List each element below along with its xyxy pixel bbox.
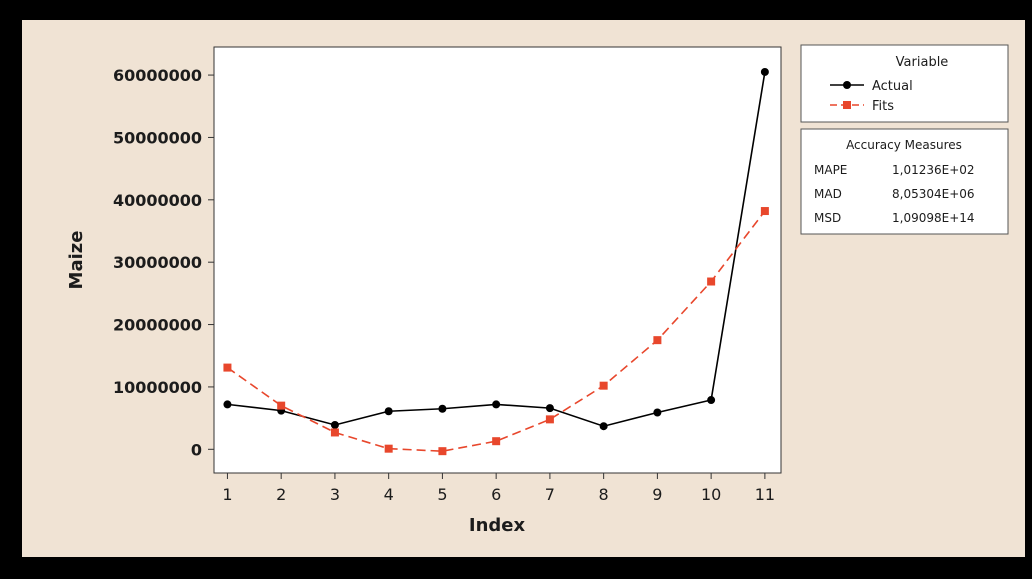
series-fits-point xyxy=(545,415,554,424)
accuracy-title: Accuracy Measures xyxy=(846,138,962,152)
y-tick-label: 20000000 xyxy=(113,316,202,335)
plot-layer xyxy=(213,46,782,474)
chart-svg: 0 10000000 20000000 30000000 40000000 5000000… xyxy=(66,44,1009,536)
accuracy-value-mape: 1,01236E+02 xyxy=(892,163,975,177)
x-tick-label: 7 xyxy=(545,485,555,504)
x-tick-label: 1 xyxy=(222,485,232,504)
accuracy-label-mad: MAD xyxy=(814,187,842,201)
series-fits-point xyxy=(760,207,769,216)
series-actual-point xyxy=(653,408,662,417)
y-axis: 0 10000000 20000000 30000000 40000000 5000000… xyxy=(113,66,214,459)
x-axis-label: Index xyxy=(469,515,526,536)
accuracy-value-msd: 1,09098E+14 xyxy=(892,211,975,225)
x-tick-label: 8 xyxy=(599,485,609,504)
x-tick-label: 11 xyxy=(755,485,775,504)
series-layer xyxy=(223,67,769,456)
y-tick-label: 50000000 xyxy=(113,128,202,147)
series-actual-point xyxy=(384,407,393,416)
y-tick-label: 40000000 xyxy=(113,191,202,210)
series-actual-point xyxy=(492,400,501,409)
x-tick-label: 3 xyxy=(330,485,340,504)
series-actual-point xyxy=(599,422,608,431)
y-tick-label: 10000000 xyxy=(113,378,202,397)
x-tick-label: 2 xyxy=(276,485,286,504)
series-actual-point xyxy=(760,67,769,76)
legend-box xyxy=(800,44,1009,123)
series-fits-point xyxy=(384,444,393,453)
y-axis-label: Maize xyxy=(66,231,87,290)
y-tick-label: 0 xyxy=(191,440,202,459)
series-fits-point xyxy=(492,437,501,446)
series-fits-point xyxy=(707,277,716,286)
series-fits-line xyxy=(226,210,766,452)
legend-actual-marker xyxy=(843,81,851,89)
x-tick-label: 4 xyxy=(384,485,394,504)
plot-area xyxy=(213,46,782,474)
chart-panel: 0 10000000 20000000 30000000 40000000 5000000… xyxy=(22,20,1025,557)
accuracy-label-msd: MSD xyxy=(814,211,841,225)
x-axis: 1 2 3 4 5 6 7 8 9 10 11 xyxy=(222,473,775,504)
legend-title: Variable xyxy=(896,55,949,70)
accuracy-measures: Accuracy Measures MAPE 1,01236E+02 MAD 8… xyxy=(800,128,1009,235)
x-tick-label: 10 xyxy=(701,485,721,504)
series-actual-point xyxy=(545,404,554,413)
series-fits-point xyxy=(277,401,286,410)
legend: Variable Actual Fits xyxy=(800,44,1009,123)
legend-actual-label: Actual xyxy=(872,79,913,94)
series-fits-point xyxy=(599,381,608,390)
legend-fits-marker xyxy=(843,101,851,109)
series-fits-point xyxy=(330,428,339,437)
x-tick-label: 5 xyxy=(437,485,447,504)
accuracy-value-mad: 8,05304E+06 xyxy=(892,187,975,201)
y-tick-label: 30000000 xyxy=(113,253,202,272)
x-tick-label: 6 xyxy=(491,485,501,504)
series-actual-point xyxy=(223,400,232,409)
legend-fits-label: Fits xyxy=(872,99,894,114)
series-actual-point xyxy=(330,420,339,429)
x-tick-label: 9 xyxy=(652,485,662,504)
series-actual-point xyxy=(707,396,716,405)
y-tick-label: 60000000 xyxy=(113,66,202,85)
series-actual-point xyxy=(438,404,447,413)
series-fits-point xyxy=(438,447,447,456)
accuracy-box xyxy=(800,128,1009,235)
series-fits-point xyxy=(223,363,232,372)
series-fits-point xyxy=(653,336,662,345)
accuracy-label-mape: MAPE xyxy=(814,163,847,177)
